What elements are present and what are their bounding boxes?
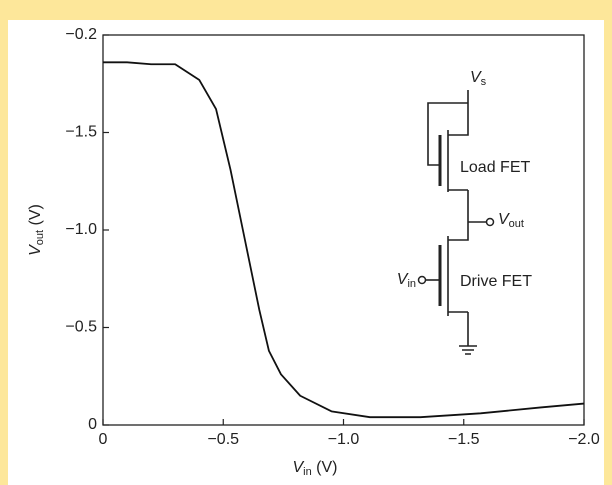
source-label: Vs bbox=[470, 69, 487, 88]
panel bbox=[8, 20, 604, 485]
y-tick-label: −0.5 bbox=[65, 319, 97, 336]
x-tick-label: −2.0 bbox=[568, 431, 600, 448]
wires bbox=[427, 90, 486, 355]
circuit: Vs Load FET Vout Vin Drive FET bbox=[397, 69, 532, 355]
input-label: Vin bbox=[397, 271, 416, 290]
x-tick-label: −1.0 bbox=[328, 431, 360, 448]
y-tick-label: −1.0 bbox=[65, 221, 97, 238]
x-tick-label: −1.5 bbox=[448, 431, 480, 448]
drive-label: Drive FET bbox=[460, 273, 532, 290]
y-tick-label: −1.5 bbox=[65, 124, 97, 141]
output-label: Vout bbox=[498, 211, 524, 230]
line bbox=[103, 61, 585, 419]
y-axis-label: Vout (V) bbox=[27, 204, 46, 256]
y-tick-label: −0.2 bbox=[65, 26, 97, 43]
x-axis-label: Vin (V) bbox=[292, 459, 337, 478]
y-tick-label: 0 bbox=[88, 416, 97, 433]
input-node bbox=[417, 275, 427, 285]
load-label: Load FET bbox=[460, 159, 530, 176]
output-node bbox=[485, 217, 495, 227]
x-tick-label: 0 bbox=[99, 431, 108, 448]
x-tick-label: −0.5 bbox=[207, 431, 239, 448]
